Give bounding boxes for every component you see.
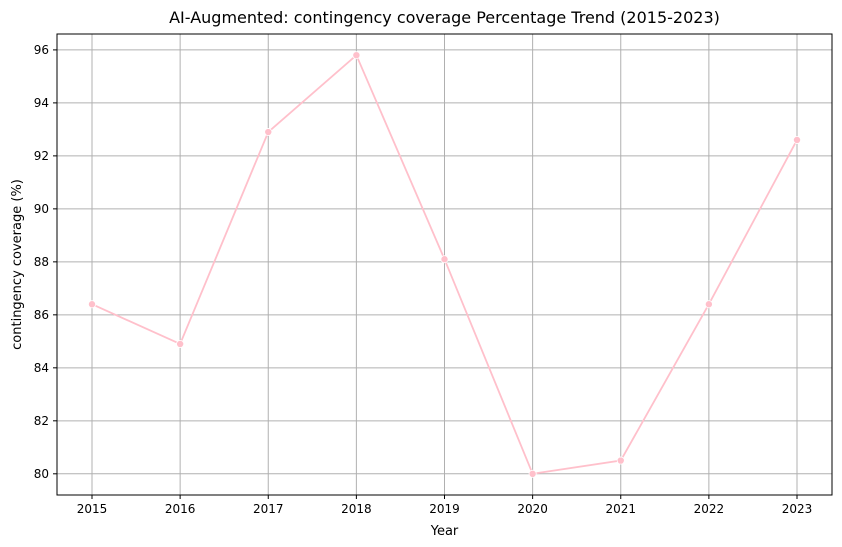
x-tick-label: 2018 (341, 502, 372, 516)
x-tick-label: 2023 (782, 502, 813, 516)
data-point (704, 300, 713, 309)
y-tick-label: 90 (34, 202, 49, 216)
data-point (176, 339, 185, 348)
x-tick-label: 2016 (165, 502, 196, 516)
data-point (528, 469, 537, 478)
x-tick-label: 2022 (694, 502, 725, 516)
data-point (793, 135, 802, 144)
chart-title: AI-Augmented: contingency coverage Perce… (169, 8, 720, 27)
y-tick-label: 96 (34, 43, 49, 57)
x-tick-label: 2019 (429, 502, 460, 516)
x-tick-label: 2020 (517, 502, 548, 516)
x-tick-label: 2015 (77, 502, 108, 516)
x-tick-label: 2017 (253, 502, 284, 516)
data-point (440, 255, 449, 264)
data-point (264, 128, 273, 137)
y-tick-label: 80 (34, 467, 49, 481)
y-tick-label: 88 (34, 255, 49, 269)
data-point (88, 300, 97, 309)
y-tick-label: 82 (34, 414, 49, 428)
y-tick-label: 92 (34, 149, 49, 163)
y-axis: 80 82 84 86 88 90 92 94 96 (34, 43, 57, 481)
y-tick-label: 84 (34, 361, 49, 375)
y-axis-label: contingency coverage (%) (10, 179, 25, 350)
y-tick-label: 86 (34, 308, 49, 322)
data-point (616, 456, 625, 465)
x-axis-label: Year (430, 524, 459, 539)
series-layer (88, 51, 802, 478)
x-axis: 2015 2016 2017 2018 2019 2020 2021 2022 2023 (77, 495, 813, 516)
x-tick-label: 2021 (605, 502, 636, 516)
data-point (352, 51, 361, 60)
y-tick-label: 94 (34, 96, 49, 110)
